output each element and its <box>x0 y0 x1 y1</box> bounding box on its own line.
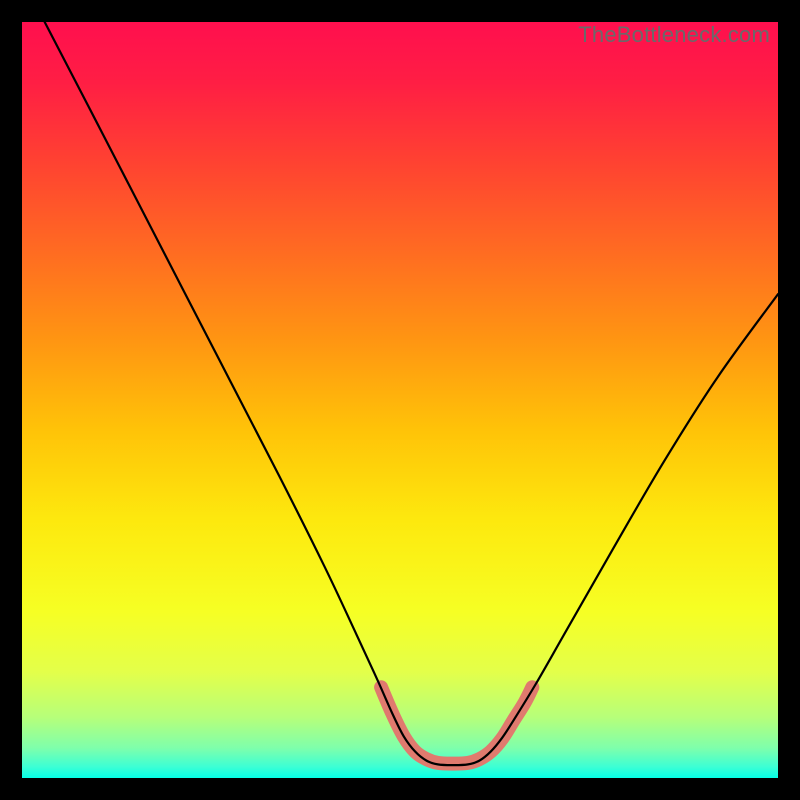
bottleneck-curve <box>45 22 778 765</box>
chart-frame: TheBottleneck.com <box>0 0 800 800</box>
plot-area: TheBottleneck.com <box>22 22 778 778</box>
curve-layer <box>22 22 778 778</box>
watermark-text: TheBottleneck.com <box>578 22 770 48</box>
